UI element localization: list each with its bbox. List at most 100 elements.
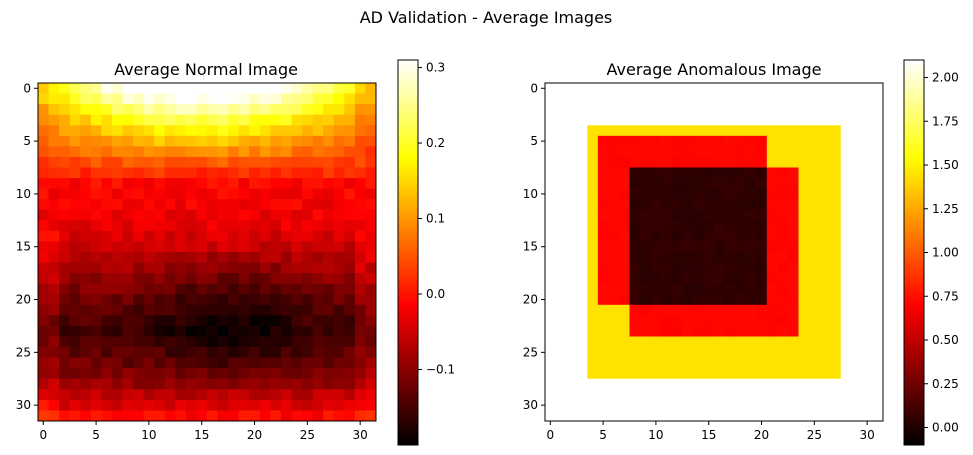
heatmap-cell bbox=[122, 125, 134, 137]
colorbar-segment bbox=[904, 116, 924, 121]
heatmap-cell bbox=[344, 209, 356, 221]
heatmap-cell bbox=[545, 220, 556, 232]
heatmap-cell bbox=[661, 315, 673, 327]
heatmap-cell bbox=[312, 325, 324, 337]
heatmap-cell bbox=[629, 368, 641, 380]
heatmap-cell bbox=[819, 273, 831, 285]
heatmap-cell bbox=[819, 220, 831, 232]
heatmap-cell bbox=[90, 294, 102, 306]
heatmap-cell bbox=[756, 410, 768, 422]
heatmap-cell bbox=[101, 262, 113, 274]
heatmap-cell bbox=[851, 399, 863, 411]
heatmap-cell bbox=[840, 410, 852, 422]
heatmap-cell bbox=[80, 304, 92, 316]
heatmap-anomalous-frame bbox=[544, 82, 884, 422]
heatmap-cell bbox=[80, 114, 92, 126]
heatmap-cell bbox=[566, 93, 578, 105]
heatmap-cell bbox=[735, 368, 747, 380]
heatmap-cell bbox=[840, 389, 852, 401]
heatmap-cell bbox=[133, 83, 145, 94]
heatmap-cell bbox=[323, 167, 335, 179]
colorbar-segment bbox=[904, 412, 924, 418]
heatmap-cell bbox=[661, 209, 673, 221]
heatmap-cell bbox=[555, 325, 567, 337]
heatmap-cell bbox=[154, 325, 166, 337]
heatmap-cell bbox=[280, 410, 292, 422]
heatmap-cell bbox=[207, 114, 218, 126]
heatmap-cell bbox=[249, 262, 261, 274]
heatmap-cell bbox=[545, 167, 556, 179]
colorbar-segment bbox=[904, 312, 924, 318]
colorbar-segment bbox=[398, 72, 418, 77]
heatmap-cell bbox=[650, 273, 662, 285]
heatmap-cell bbox=[48, 146, 60, 158]
heatmap-cell bbox=[714, 83, 725, 94]
heatmap-cell bbox=[354, 135, 366, 147]
heatmap-cell bbox=[312, 410, 324, 422]
heatmap-cell bbox=[587, 315, 599, 327]
heatmap-cell bbox=[133, 146, 145, 158]
heatmap-cell bbox=[735, 389, 747, 401]
heatmap-cell bbox=[323, 410, 335, 422]
heatmap-cell bbox=[555, 294, 567, 306]
colorbar-segment bbox=[398, 340, 418, 346]
heatmap-cell bbox=[354, 378, 366, 390]
heatmap-cell bbox=[682, 378, 694, 390]
heatmap-cell bbox=[819, 114, 831, 126]
heatmap-cell bbox=[566, 199, 578, 211]
heatmap-cell bbox=[840, 167, 852, 179]
heatmap-cell bbox=[38, 156, 49, 168]
heatmap-cell bbox=[175, 368, 187, 380]
heatmap-cell bbox=[555, 199, 567, 211]
heatmap-cell bbox=[333, 199, 345, 211]
heatmap-cell bbox=[640, 410, 652, 422]
heatmap-cell bbox=[724, 209, 736, 221]
heatmap-cell bbox=[196, 135, 208, 147]
heatmap-cell bbox=[217, 146, 229, 158]
heatmap-cell bbox=[175, 125, 187, 137]
heatmap-cell bbox=[650, 378, 662, 390]
heatmap-cell bbox=[787, 252, 799, 263]
heatmap-anomalous bbox=[545, 83, 884, 422]
heatmap-cell bbox=[756, 315, 768, 327]
heatmap-cell bbox=[270, 146, 282, 158]
heatmap-cell bbox=[365, 188, 377, 200]
heatmap-cell bbox=[228, 220, 240, 232]
heatmap-cell bbox=[766, 410, 778, 422]
heatmap-cell bbox=[101, 357, 113, 369]
heatmap-cell bbox=[133, 410, 145, 422]
heatmap-cell bbox=[164, 368, 176, 380]
heatmap-cell bbox=[270, 273, 282, 285]
heatmap-cell bbox=[291, 357, 303, 369]
heatmap-cell bbox=[323, 93, 335, 105]
heatmap-cell bbox=[640, 188, 652, 200]
heatmap-cell bbox=[745, 325, 757, 337]
heatmap-cell bbox=[302, 399, 314, 411]
heatmap-cell bbox=[164, 273, 176, 285]
heatmap-cell bbox=[650, 135, 662, 147]
heatmap-cell bbox=[175, 347, 187, 359]
heatmap-cell bbox=[164, 209, 176, 221]
heatmap-cell bbox=[69, 135, 81, 147]
heatmap-cell bbox=[249, 209, 261, 221]
heatmap-cell bbox=[323, 135, 335, 147]
heatmap-cell bbox=[270, 378, 282, 390]
heatmap-cell bbox=[207, 325, 218, 337]
heatmap-cell bbox=[143, 93, 155, 105]
heatmap-cell bbox=[323, 104, 335, 116]
heatmap-cell bbox=[872, 252, 884, 263]
colorbar-segment bbox=[904, 404, 924, 410]
colorbar-segment bbox=[398, 172, 418, 177]
heatmap-cell bbox=[238, 399, 250, 411]
heatmap-cell bbox=[48, 209, 60, 221]
heatmap-cell bbox=[692, 199, 704, 211]
heatmap-cell bbox=[640, 241, 652, 253]
heatmap-cell bbox=[756, 252, 768, 263]
heatmap-cell bbox=[735, 178, 747, 190]
heatmap-cell bbox=[59, 104, 71, 116]
heatmap-cell bbox=[291, 294, 303, 306]
heatmap-cell bbox=[80, 178, 92, 190]
heatmap-cell bbox=[302, 125, 314, 137]
heatmap-cell bbox=[555, 209, 567, 221]
heatmap-cell bbox=[207, 220, 218, 232]
